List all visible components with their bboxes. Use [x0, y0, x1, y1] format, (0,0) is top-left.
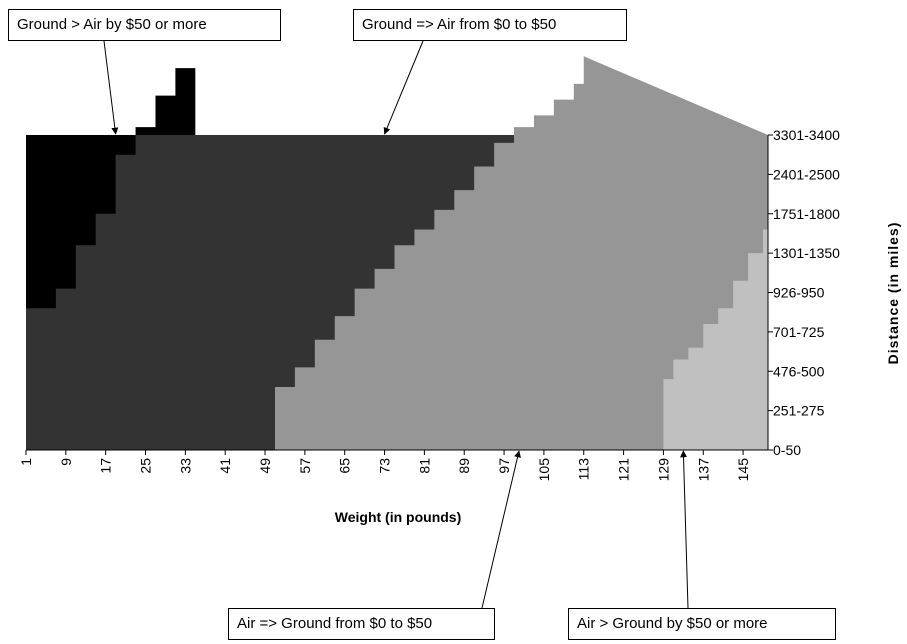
- x-tick-label: 41: [217, 458, 233, 474]
- y-axis: 0-50 251-275 476-500 701-725 926-950 1301-135…: [767, 127, 840, 458]
- x-tick-label: 9: [58, 458, 74, 466]
- x-tick-label: 17: [98, 458, 114, 474]
- x-tick-label: 49: [257, 458, 273, 474]
- x-tick-label: 33: [177, 458, 193, 474]
- y-tick-label: 1751-1800: [773, 206, 840, 222]
- y-axis-title: Distance (in miles): [885, 222, 901, 365]
- callout-ground-much-cheaper: Ground > Air by $50 or more: [8, 9, 281, 41]
- x-tick-label: 113: [576, 458, 592, 481]
- x-tick-label: 81: [416, 458, 432, 474]
- x-tick-label: 57: [297, 458, 313, 474]
- callout-arrow: [383, 40, 424, 135]
- x-tick-label: 105: [536, 458, 552, 482]
- x-tick-label: 1: [18, 458, 34, 466]
- y-tick-label: 926-950: [773, 285, 825, 301]
- callout-ground-slightly-cheaper: Ground => Air from $0 to $50: [353, 9, 627, 41]
- y-tick-label: 1301-1350: [773, 245, 840, 261]
- callout-air-slightly-cheaper: Air => Ground from $0 to $50: [228, 608, 495, 640]
- x-axis: 1 9 17 25 33 41 49 57 65 73 81 89 97 105 113 121 129 137 1…: [18, 449, 768, 482]
- x-tick-label: 25: [138, 458, 154, 474]
- x-tick-label: 97: [496, 458, 512, 474]
- heatmap-regions: [26, 56, 768, 450]
- callout-arrow: [481, 450, 521, 609]
- x-tick-label: 89: [456, 458, 472, 474]
- callout-air-much-cheaper: Air > Ground by $50 or more: [568, 608, 836, 640]
- x-tick-label: 121: [616, 458, 632, 482]
- callout-arrow: [103, 40, 119, 135]
- y-tick-label: 0-50: [773, 442, 801, 458]
- x-tick-label: 129: [655, 458, 671, 482]
- callout-arrows: [103, 40, 689, 609]
- y-tick-label: 251-275: [773, 403, 825, 419]
- y-tick-label: 3301-3400: [773, 127, 840, 143]
- x-tick-label: 145: [735, 458, 751, 482]
- region-ground-much-cheaper: [26, 56, 196, 309]
- x-tick-label: 73: [377, 458, 393, 474]
- y-tick-label: 701-725: [773, 324, 825, 340]
- region-air-much-cheaper: [653, 213, 768, 450]
- x-axis-title: Weight (in pounds): [335, 509, 462, 525]
- x-tick-label: 65: [337, 458, 353, 474]
- callout-arrow: [680, 450, 689, 609]
- region-air-slightly-cheaper: [265, 56, 768, 450]
- y-tick-label: 2401-2500: [773, 166, 840, 182]
- y-tick-label: 476-500: [773, 363, 825, 379]
- x-tick-label: 137: [695, 458, 711, 482]
